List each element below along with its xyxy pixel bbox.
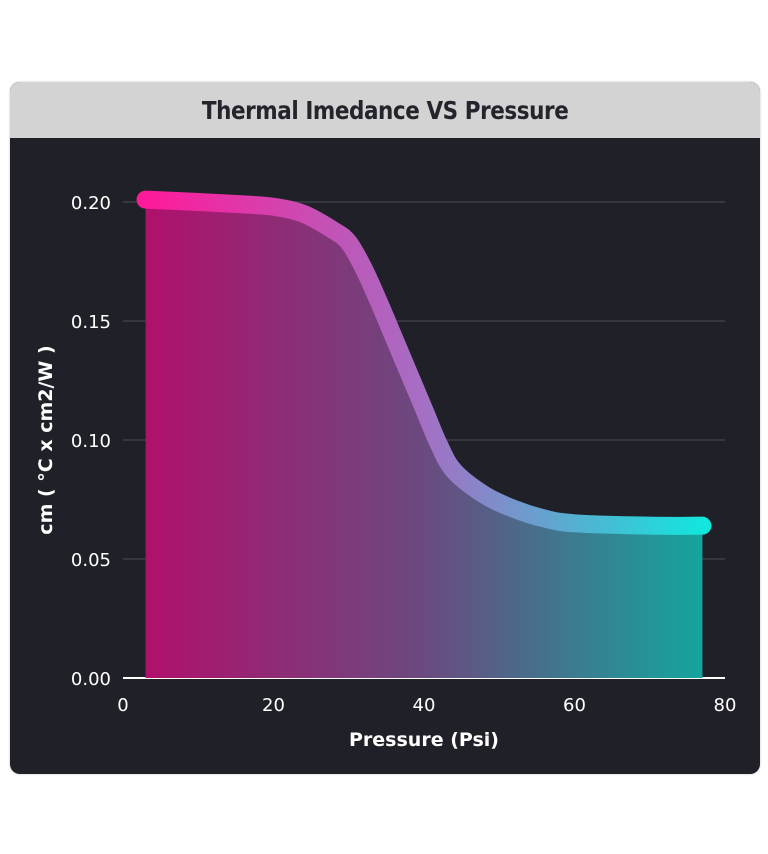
x-tick-labels: 0 20 40 60 80 — [117, 695, 736, 716]
y-tick-labels: 0.00 0.05 0.10 0.15 0.20 — [71, 193, 111, 690]
chart-header: Thermal Imedance VS Pressure — [10, 82, 760, 138]
series-area-fill — [145, 199, 703, 678]
x-tick-label: 60 — [563, 695, 586, 716]
x-tick-label: 40 — [413, 695, 436, 716]
y-tick-label: 0.15 — [71, 312, 111, 333]
y-tick-label: 0.05 — [71, 550, 111, 571]
x-tick-label: 20 — [262, 695, 285, 716]
chart-title: Thermal Imedance VS Pressure — [201, 95, 569, 125]
y-tick-label: 0.00 — [71, 669, 111, 690]
x-tick-label: 80 — [714, 695, 737, 716]
y-tick-label: 0.20 — [71, 193, 111, 214]
y-tick-label: 0.10 — [71, 431, 111, 452]
y-axis-label: cm ( °C x cm2/W ) — [35, 345, 57, 534]
x-tick-label: 0 — [117, 695, 128, 716]
x-axis-label: Pressure (Psi) — [349, 729, 499, 751]
series-area-group — [136, 190, 712, 678]
series-line — [136, 190, 712, 535]
